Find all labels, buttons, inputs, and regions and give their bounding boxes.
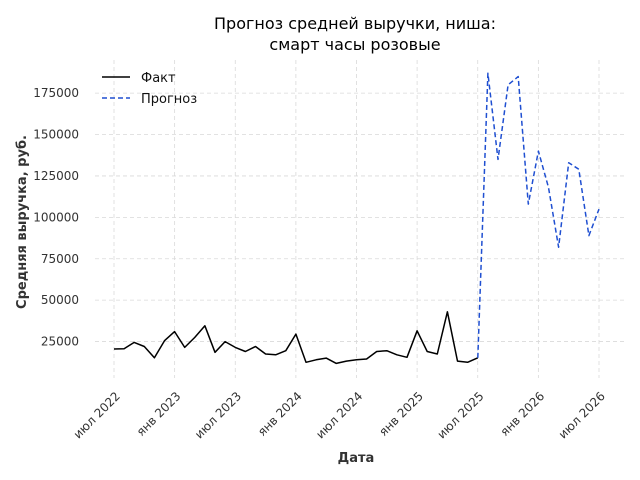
chart-title-line-1: Прогноз средней выручки, ниша:: [214, 14, 496, 33]
series: [113, 72, 600, 365]
x-tick-label: июл 2026: [556, 389, 608, 441]
legend-label-forecast: Прогноз: [141, 92, 197, 107]
x-tick-label: июл 2024: [313, 389, 365, 441]
y-axis-label: Средняя выручка, руб.: [15, 135, 30, 309]
legend: Факт Прогноз: [102, 71, 197, 107]
y-tick-label: 25000: [41, 335, 79, 349]
x-tick-label: янв 2024: [255, 389, 305, 439]
legend-label-fact: Факт: [141, 71, 176, 86]
y-tick-label: 175000: [33, 86, 79, 100]
y-tick-label: 75000: [41, 252, 79, 266]
series-line-forecast: [477, 72, 600, 358]
y-tick-label: 50000: [41, 293, 79, 307]
series-line-fact: [113, 311, 479, 365]
x-axis-label: Дата: [338, 451, 375, 466]
chart-title-line-2: смарт часы розовые: [269, 35, 440, 54]
grid: [95, 60, 625, 378]
x-tick-label: янв 2026: [497, 389, 547, 439]
x-tick-label: июл 2023: [192, 389, 244, 441]
y-tick-label: 100000: [33, 210, 79, 224]
ticks: 25000 50000 75000 100000 125000 150000 175000 и…: [33, 86, 608, 441]
y-tick-label: 125000: [33, 169, 79, 183]
x-tick-label: янв 2023: [134, 389, 184, 439]
x-tick-label: янв 2025: [376, 389, 426, 439]
x-tick-label: июл 2025: [434, 389, 486, 441]
x-tick-label: июл 2022: [71, 389, 123, 441]
y-tick-label: 150000: [33, 128, 79, 142]
